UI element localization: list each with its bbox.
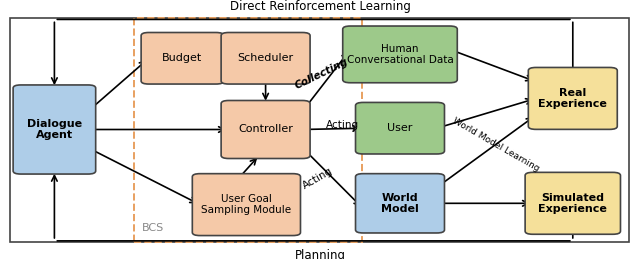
Text: Scheduler: Scheduler [237, 53, 294, 63]
Text: Direct Reinforcement Learning: Direct Reinforcement Learning [230, 0, 410, 13]
Text: User: User [387, 123, 413, 133]
FancyBboxPatch shape [356, 174, 445, 233]
Text: Dialogue
Agent: Dialogue Agent [27, 119, 82, 140]
Text: Collecting: Collecting [294, 56, 350, 91]
FancyBboxPatch shape [343, 26, 457, 83]
Text: Controller: Controller [238, 125, 293, 134]
Text: World Model Learning: World Model Learning [451, 117, 541, 174]
FancyBboxPatch shape [13, 85, 96, 174]
Text: Acting: Acting [301, 166, 335, 191]
Text: BCS: BCS [142, 222, 164, 233]
Text: Real
Experience: Real Experience [538, 88, 607, 109]
FancyBboxPatch shape [356, 103, 445, 154]
Text: World
Model: World Model [381, 192, 419, 214]
Text: User Goal
Sampling Module: User Goal Sampling Module [202, 194, 291, 215]
Text: Budget: Budget [163, 53, 202, 63]
FancyBboxPatch shape [525, 172, 621, 234]
Text: Human
Conversational Data: Human Conversational Data [347, 44, 453, 65]
FancyBboxPatch shape [141, 33, 224, 84]
Text: Planning: Planning [294, 249, 346, 259]
FancyBboxPatch shape [221, 33, 310, 84]
FancyBboxPatch shape [192, 174, 301, 236]
FancyBboxPatch shape [529, 68, 617, 130]
Text: Acting: Acting [326, 120, 359, 130]
FancyBboxPatch shape [221, 100, 310, 159]
Text: Simulated
Experience: Simulated Experience [538, 192, 607, 214]
